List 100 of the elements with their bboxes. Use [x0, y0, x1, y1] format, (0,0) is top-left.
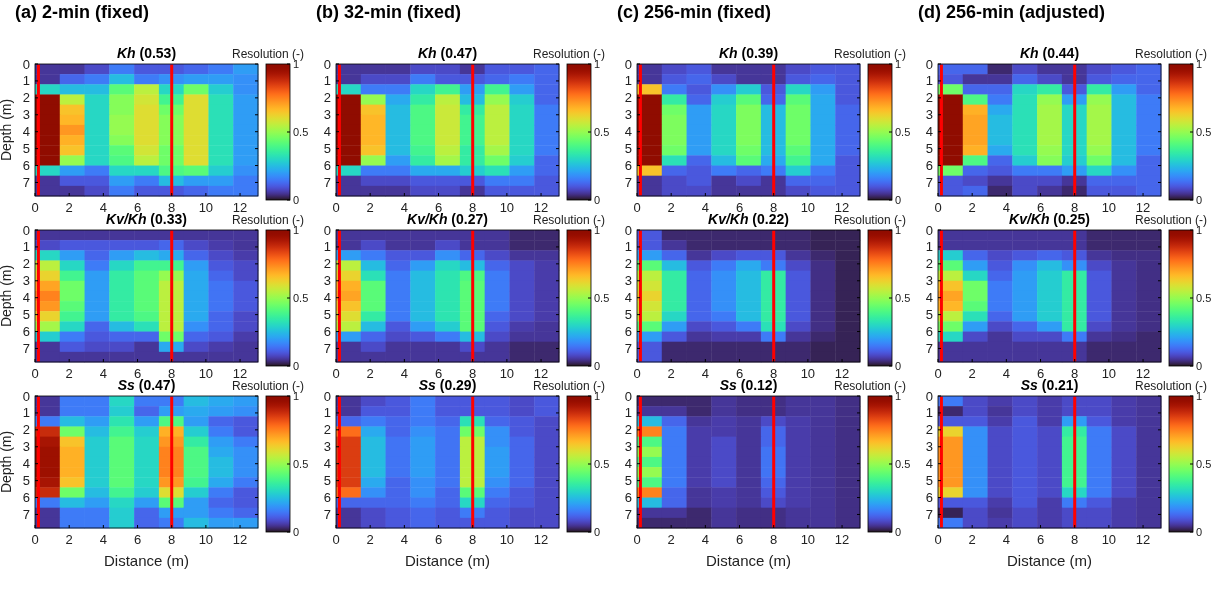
x-tick-label: 6 — [434, 532, 443, 547]
y-tick-label: 6 — [624, 158, 632, 174]
y-tick-label: 3 — [22, 273, 30, 289]
color-bar-title: Resolution (-) — [833, 213, 906, 227]
x-tick-label: 4 — [99, 532, 107, 547]
y-tick-label: 6 — [323, 490, 331, 506]
y-tick-label: 0 — [22, 388, 30, 404]
y-axis-title: Depth (m) — [0, 98, 14, 162]
x-tick-label: 4 — [400, 200, 408, 215]
y-tick-label: 7 — [323, 340, 331, 356]
x-tick-label: 2 — [968, 366, 976, 381]
y-tick-label: 0 — [323, 222, 331, 238]
x-tick-label: 10 — [499, 366, 515, 381]
color-bar-label: 0.5 — [1196, 292, 1212, 304]
x-tick-label: 2 — [366, 366, 374, 381]
y-tick-label: 2 — [925, 90, 933, 106]
y-tick-label: 2 — [624, 256, 632, 272]
x-tick-label: 4 — [400, 366, 408, 381]
x-tick-label: 2 — [366, 532, 374, 547]
y-tick-label: 7 — [925, 340, 933, 356]
y-axis-title: Depth (m) — [0, 264, 14, 328]
y-tick-label: 2 — [323, 422, 331, 438]
x-tick-label: 10 — [1101, 366, 1117, 381]
y-tick-label: 0 — [323, 56, 331, 72]
y-tick-label: 7 — [22, 340, 30, 356]
color-bar-label: 0.5 — [594, 292, 610, 304]
x-tick-label: 4 — [400, 532, 408, 547]
y-tick-label: 4 — [624, 456, 632, 472]
x-tick-label: 12 — [533, 200, 549, 215]
x-axis-title: Distance (m) — [705, 552, 792, 569]
x-tick-label: 12 — [1135, 532, 1151, 547]
x-tick-label: 2 — [968, 532, 976, 547]
y-tick-label: 0 — [624, 56, 632, 72]
x-tick-label: 10 — [800, 366, 816, 381]
y-tick-label: 4 — [925, 124, 933, 140]
y-tick-label: 2 — [925, 256, 933, 272]
y-tick-label: 4 — [925, 456, 933, 472]
x-axis-title: Distance (m) — [1006, 552, 1093, 569]
chart-title: (d) 256-min (adjusted) — [918, 2, 1106, 22]
y-tick-label: 3 — [323, 107, 331, 123]
chart-title: (a) 2-min (fixed) — [15, 2, 150, 22]
y-tick-label: 6 — [22, 490, 30, 506]
color-bar-title: Resolution (-) — [532, 379, 605, 393]
y-tick-label: 2 — [624, 422, 632, 438]
color-bar-label: 0.5 — [293, 126, 309, 138]
y-tick-label: 7 — [323, 506, 331, 522]
y-tick-label: 5 — [925, 307, 933, 323]
y-tick-label: 5 — [323, 307, 331, 323]
x-tick-label: 12 — [1135, 366, 1151, 381]
y-tick-label: 2 — [22, 256, 30, 272]
x-tick-label: 4 — [99, 200, 107, 215]
x-tick-label: 4 — [1002, 532, 1010, 547]
x-tick-label: 12 — [834, 532, 850, 547]
y-tick-label: 5 — [925, 473, 933, 489]
y-tick-label: 6 — [624, 324, 632, 340]
y-tick-label: 7 — [925, 506, 933, 522]
y-tick-label: 3 — [925, 439, 933, 455]
y-tick-label: 0 — [925, 222, 933, 238]
x-tick-label: 2 — [366, 200, 374, 215]
y-tick-label: 4 — [624, 124, 632, 140]
x-tick-label: 10 — [499, 200, 515, 215]
y-tick-label: 1 — [323, 73, 331, 89]
y-tick-label: 1 — [22, 405, 30, 421]
y-tick-label: 2 — [323, 256, 331, 272]
x-tick-label: 10 — [800, 200, 816, 215]
y-tick-label: 5 — [624, 307, 632, 323]
x-tick-label: 10 — [499, 532, 515, 547]
color-bar-title: Resolution (-) — [231, 379, 304, 393]
y-tick-label: 7 — [624, 506, 632, 522]
x-axis-title: Distance (m) — [103, 552, 190, 569]
y-tick-label: 5 — [624, 141, 632, 157]
x-tick-label: 4 — [701, 532, 709, 547]
y-tick-label: 0 — [624, 222, 632, 238]
y-tick-label: 0 — [22, 56, 30, 72]
x-tick-label: 2 — [667, 200, 675, 215]
x-tick-label: 6 — [1036, 532, 1045, 547]
y-tick-label: 6 — [925, 324, 933, 340]
x-tick-label: 2 — [667, 532, 675, 547]
chart-subtitle: Kh (0.53) — [116, 45, 177, 61]
x-tick-label: 12 — [232, 366, 248, 381]
color-bar-label: 0.5 — [1196, 126, 1212, 138]
x-tick-label: 4 — [1002, 200, 1010, 215]
color-bar-title: Resolution (-) — [532, 47, 605, 61]
x-tick-label: 10 — [800, 532, 816, 547]
y-tick-label: 5 — [22, 473, 30, 489]
x-tick-label: 4 — [701, 200, 709, 215]
y-tick-label: 6 — [925, 158, 933, 174]
y-tick-label: 2 — [323, 90, 331, 106]
y-tick-label: 6 — [624, 490, 632, 506]
y-tick-label: 6 — [22, 158, 30, 174]
x-tick-label: 2 — [667, 366, 675, 381]
x-tick-label: 4 — [1002, 366, 1010, 381]
x-tick-label: 8 — [168, 532, 176, 547]
x-tick-label: 6 — [133, 532, 142, 547]
color-bar-title: Resolution (-) — [1134, 47, 1207, 61]
y-tick-label: 5 — [323, 141, 331, 157]
color-bar-title: Resolution (-) — [231, 213, 304, 227]
y-tick-label: 3 — [323, 273, 331, 289]
color-bar-label: 0.5 — [895, 292, 911, 304]
y-tick-label: 0 — [925, 388, 933, 404]
